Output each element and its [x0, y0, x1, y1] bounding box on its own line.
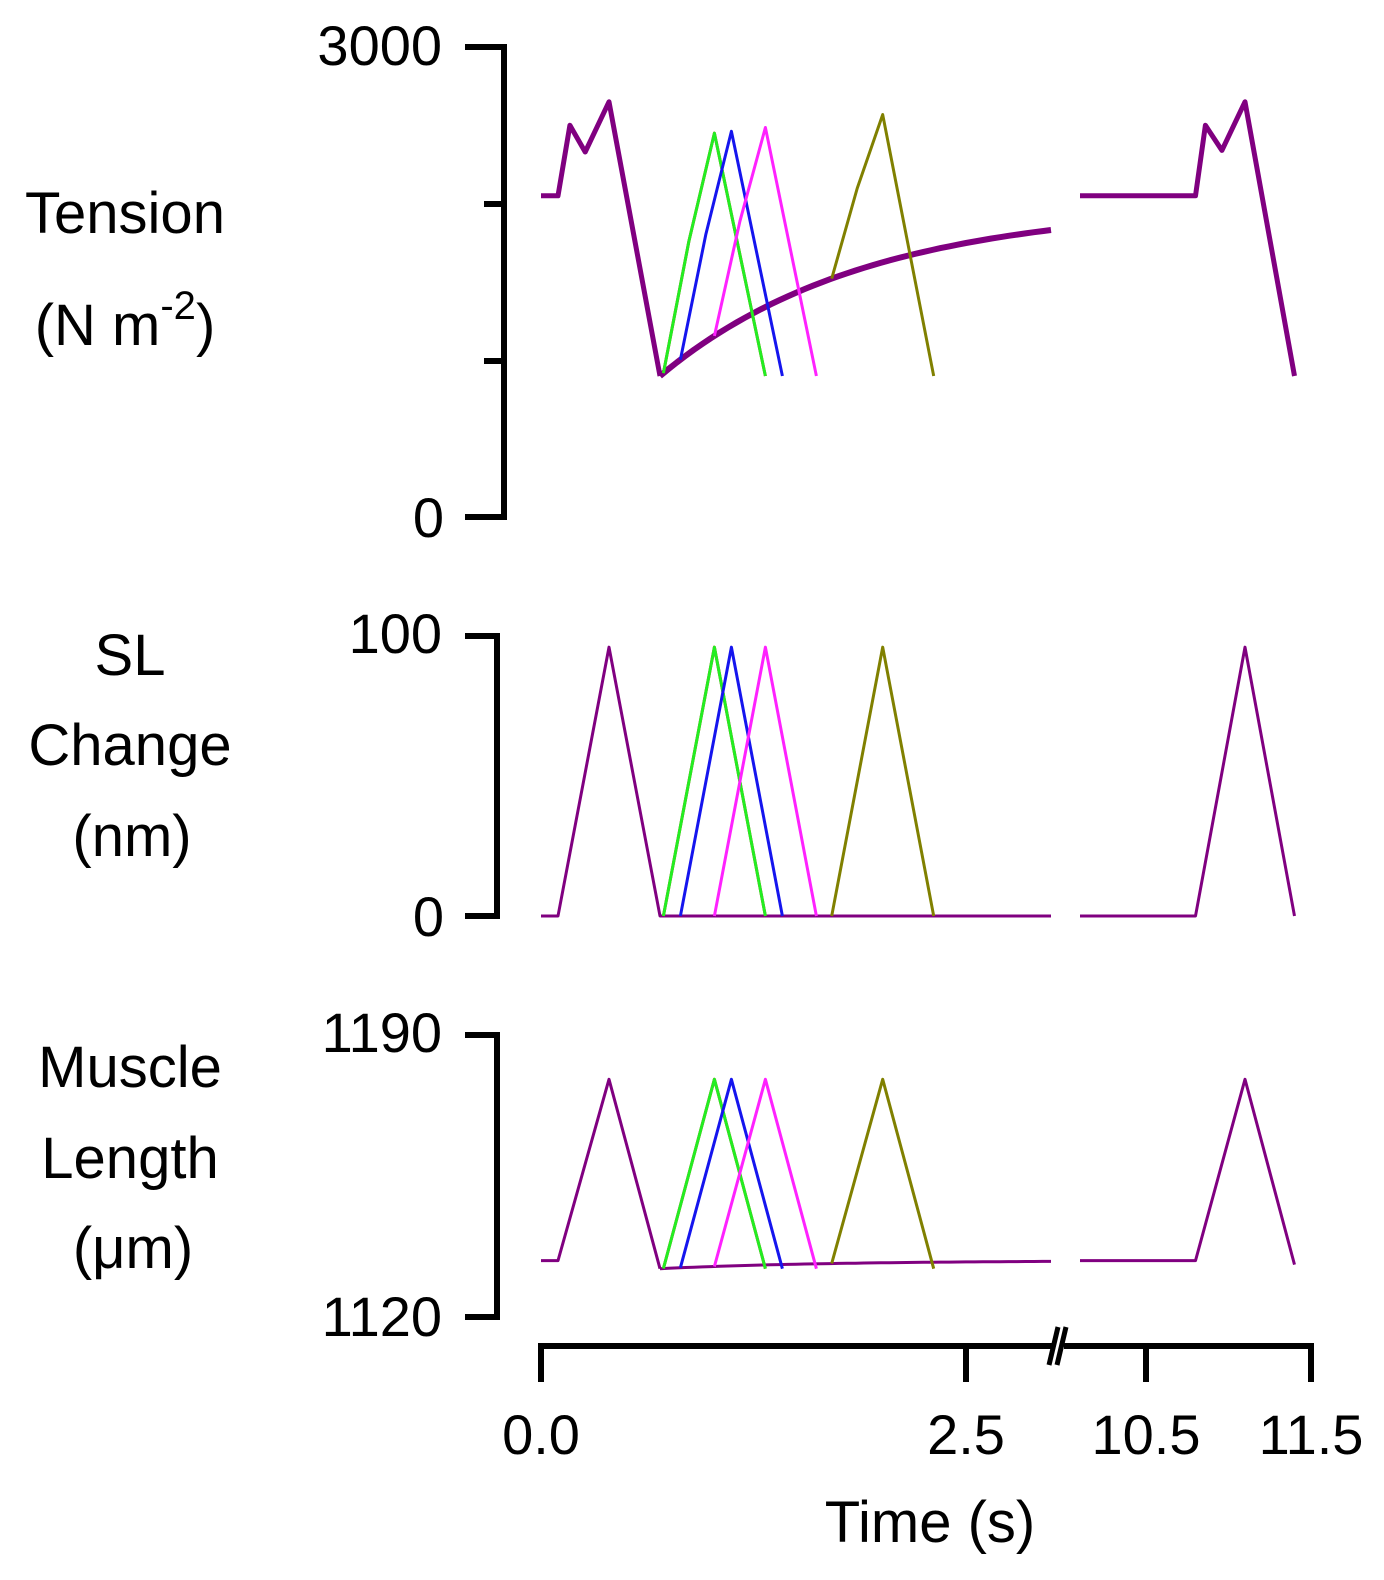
- x-axis: 0.0 2.5 10.5 11.5 Time (s): [502, 1326, 1364, 1555]
- muscle-length-second-stretch-olive: [830, 1077, 936, 1270]
- tension-ylabel: Tension (N m-2): [25, 181, 225, 358]
- tension-late-stretch: [1080, 99, 1297, 377]
- muscle-length-second-stretch-magenta: [712, 1077, 818, 1270]
- tension-second-stretch-red: [661, 131, 767, 377]
- muscle-length-second-stretch-red: [661, 1077, 767, 1270]
- x-tick-label-11.5: 11.5: [1259, 1403, 1364, 1466]
- tension-second-stretch-blue: [678, 129, 784, 377]
- muscle-length-ylabel-line-3: (μm): [73, 1216, 193, 1281]
- tension-ylabel-suffix: ): [196, 293, 215, 358]
- tension-second-stretch-magenta: [712, 126, 818, 377]
- x-tick-label-2.5: 2.5: [927, 1403, 1005, 1466]
- tension-ylabel-superscript: -2: [160, 284, 196, 328]
- sl-change-ylabel-line-1: SL: [95, 623, 166, 688]
- muscle-length-ylabel-line-1: Muscle: [38, 1035, 222, 1100]
- muscle-length-second-stretch-green: [661, 1077, 767, 1270]
- tension-ylabel-line-2: (N m-2): [35, 284, 216, 358]
- tension-series: [541, 99, 1297, 379]
- sl-second-stretch-green: [661, 645, 767, 917]
- sl-change-series: [541, 645, 1296, 918]
- muscle-length-tick-label-1120: 1120: [322, 1285, 442, 1348]
- tension-first-stretch: [541, 99, 663, 377]
- sl-second-stretch-olive: [830, 645, 936, 917]
- muscle-length-recovery: [659, 1259, 1051, 1271]
- sl-change-ylabel-line-2: Change: [28, 713, 231, 778]
- tension-tick-label-0: 0: [413, 486, 444, 549]
- x-axis-break-mark: [1046, 1326, 1069, 1366]
- sl-second-stretch-blue: [678, 645, 784, 917]
- tension-ylabel-unit: (N m: [35, 293, 161, 358]
- sl-second-stretch-red: [661, 645, 767, 917]
- tension-ylabel-line-1: Tension: [25, 181, 225, 246]
- muscle-length-first-stretch: [541, 1077, 662, 1270]
- sl-second-stretch-magenta: [712, 645, 818, 917]
- muscle-length-tick-label-1190: 1190: [322, 1001, 442, 1064]
- x-tick-label-10.5: 10.5: [1092, 1403, 1201, 1466]
- sl-change-ylabel-line-3: (nm): [72, 804, 191, 869]
- muscle-length-ylabel: Muscle Length (μm): [38, 1035, 222, 1281]
- tension-second-stretch-green: [661, 131, 767, 377]
- x-tick-label-0.0: 0.0: [502, 1403, 580, 1466]
- tension-second-stretch-olive: [830, 113, 936, 377]
- muscle-length-panel: Muscle Length (μm) 1190 1120: [38, 1001, 1296, 1348]
- sl-first-stretch: [541, 645, 1051, 918]
- tension-ticks: [465, 44, 504, 520]
- muscle-length-series: [541, 1077, 1296, 1271]
- tension-recovery: [658, 227, 1052, 379]
- sl-change-tick-label-100: 100: [349, 602, 442, 665]
- sl-change-panel: SL Change (nm) 100 0: [28, 602, 1296, 948]
- sl-late-stretch: [1080, 645, 1296, 918]
- sl-change-tick-label-0: 0: [413, 885, 444, 948]
- x-axis-label: Time (s): [825, 1490, 1035, 1555]
- tension-tick-label-3000: 3000: [317, 14, 442, 77]
- muscle-length-late-stretch: [1080, 1077, 1296, 1265]
- muscle-length-ylabel-line-2: Length: [41, 1126, 218, 1191]
- muscle-length-second-stretch-blue: [678, 1077, 784, 1270]
- sl-change-ylabel: SL Change (nm): [28, 623, 231, 869]
- tension-panel: Tension (N m-2) 3000 0: [25, 14, 1297, 549]
